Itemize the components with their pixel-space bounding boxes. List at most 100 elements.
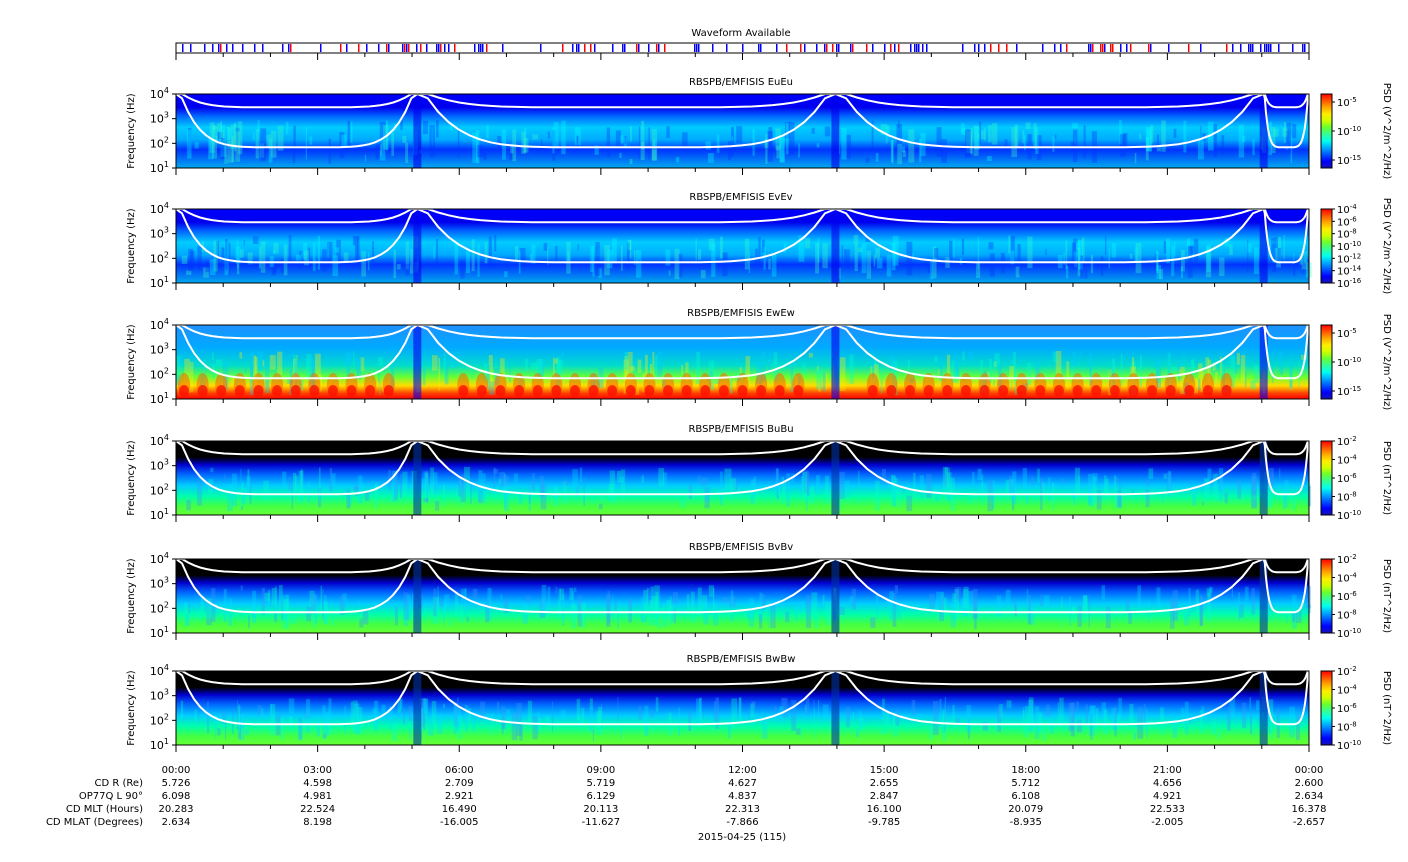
spectral-texture [874,358,878,384]
spectral-texture [260,241,266,273]
spectral-texture [1300,354,1307,360]
spectral-texture [668,605,673,626]
spectral-texture [857,493,859,505]
spectral-texture [224,146,228,164]
spectral-texture [1006,700,1012,708]
spectral-texture [423,698,426,731]
spectral-texture [260,128,267,162]
spectral-texture [1187,611,1191,617]
spectral-texture [1085,704,1088,726]
spectral-texture [1045,248,1047,256]
spectral-texture [540,139,543,150]
spectral-texture [1063,252,1065,265]
spectral-texture [891,476,897,507]
waveform-mark [836,44,838,52]
spectral-texture [327,241,333,268]
waveform-mark [420,44,422,52]
spectral-texture [759,613,763,629]
wave-blob-core [365,385,376,397]
spectral-texture [379,139,386,161]
spectral-texture [346,352,350,378]
waveform-mark [742,44,744,52]
spectral-texture [1010,381,1013,391]
spectral-texture [1155,359,1162,388]
spectral-texture [197,245,202,271]
spectral-texture [751,701,756,709]
spectral-texture [1202,501,1204,506]
waveform-mark [636,44,638,52]
waveform-mark [664,44,666,52]
spectral-texture [951,360,955,382]
frequency-curve [1263,324,1309,340]
spectral-texture [989,253,995,277]
spectral-texture [294,475,299,491]
spectral-texture [391,723,398,742]
spectral-texture [1045,704,1051,717]
spectral-texture [727,718,731,739]
spectral-texture [822,372,827,392]
spectral-texture [514,473,518,483]
spectral-texture [512,483,514,493]
spectral-texture [1028,594,1031,625]
spectral-texture [1035,127,1039,154]
waveform-mark [1168,44,1170,52]
spectral-texture [1289,370,1293,391]
spectral-texture [1234,366,1237,374]
ephemeris-value: 4.981 [303,791,332,802]
colorbar [1320,208,1333,284]
spectral-texture [1145,137,1149,161]
spectral-texture [655,355,658,380]
spectral-texture [891,474,896,505]
spectral-texture [1157,134,1159,148]
spectral-texture [264,592,270,601]
spectral-texture [688,712,692,732]
waveform-mark [212,44,214,52]
ephemeris-value: 2.921 [444,791,474,802]
spectral-texture [858,247,863,253]
frequency-curve [176,324,418,340]
waveform-mark [572,44,574,52]
spectral-texture [1220,356,1223,374]
spectrogram-panel-1: RBSPB/EMFISIS EuEu101102103104Frequency … [126,77,1392,179]
spectral-texture [954,589,960,621]
spectral-texture [666,599,671,617]
spectral-texture [374,700,379,731]
spectral-texture [1009,366,1014,380]
spectral-texture [932,246,937,279]
spectral-texture [1238,592,1240,621]
spectral-texture [467,708,472,722]
spectral-texture [510,143,514,154]
waveform-mark [406,44,408,52]
spectral-texture [1146,126,1152,152]
spectral-texture [323,733,327,739]
spectral-texture [729,595,736,608]
colorbar-label: PSD (nT^2/Hz) [1381,671,1392,745]
spectral-texture [1075,701,1080,712]
spectral-texture [329,467,333,493]
frequency-curve [1262,558,1310,614]
spectral-texture [761,594,765,611]
waveform-mark [1110,44,1112,52]
colorbar-tick-label: 10-16 [1337,277,1362,290]
spectral-texture [1014,603,1018,617]
spectral-texture [278,585,283,611]
frequency-curve [835,558,1265,614]
spectral-texture [572,591,574,613]
spectral-texture [1101,483,1103,503]
frequency-curve [175,670,418,726]
spectral-texture [1224,492,1228,504]
spectral-texture [1271,351,1274,384]
spectral-texture [778,485,780,496]
colorbar-tick-label: 10-8 [1337,491,1357,504]
spectral-texture [1055,351,1062,377]
ephemeris-value: 2.634 [1294,791,1324,802]
spectral-texture [426,470,428,503]
perigee-band [1259,325,1268,399]
spectral-texture [477,489,483,504]
frequency-curve [176,208,418,224]
waveform-mark [804,44,806,52]
spectral-texture [282,471,287,489]
spectral-texture [945,257,950,268]
spectral-texture [709,371,713,377]
spectral-texture [1156,145,1161,152]
